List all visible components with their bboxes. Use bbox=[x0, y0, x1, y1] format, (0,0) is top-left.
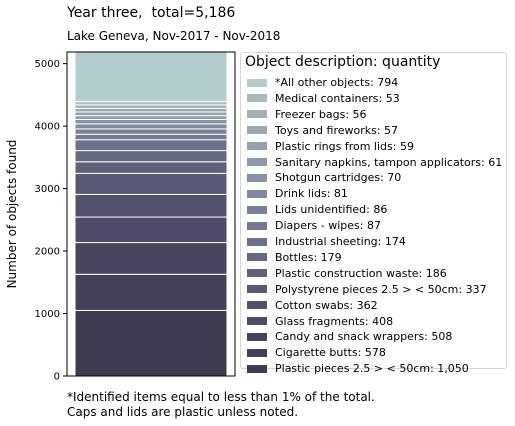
bar-segment bbox=[74, 118, 228, 125]
y-tick-label: 1000 bbox=[35, 309, 60, 320]
bar-segment bbox=[74, 128, 228, 135]
bar-segment bbox=[74, 242, 228, 275]
bar-segment bbox=[74, 104, 228, 109]
y-tick-label: 4000 bbox=[35, 122, 60, 133]
legend-item: Freezer bags: 56 bbox=[247, 108, 367, 121]
bar-segment bbox=[74, 139, 228, 152]
legend-swatch bbox=[247, 173, 267, 182]
legend-swatch bbox=[247, 317, 267, 325]
legend-swatch bbox=[247, 221, 267, 230]
bar-segment bbox=[74, 107, 228, 113]
legend-title: Object description: quantity bbox=[245, 54, 441, 70]
legend-label: Plastic rings from lids: 59 bbox=[275, 139, 414, 153]
legend-item: Shotgun cartridges: 70 bbox=[247, 171, 401, 184]
y-tick-label: 0 bbox=[54, 372, 60, 383]
legend-label: Toys and fireworks: 57 bbox=[275, 123, 399, 137]
legend-label: Lids unidentified: 86 bbox=[275, 203, 388, 217]
bar-segment bbox=[74, 172, 228, 195]
bar-segment bbox=[74, 216, 228, 244]
legend-label: Cigarette butts: 578 bbox=[275, 346, 386, 360]
legend-swatch bbox=[247, 348, 267, 357]
legend-label: Plastic pieces 2.5 > < 50cm: 1,050 bbox=[275, 362, 469, 376]
chart-title: Year three, total=5,186 bbox=[67, 5, 236, 21]
legend-item: Bottles: 179 bbox=[247, 251, 342, 264]
legend-label: Medical containers: 53 bbox=[275, 91, 400, 105]
bar-segment bbox=[74, 161, 228, 174]
legend-label: Plastic construction waste: 186 bbox=[275, 266, 447, 280]
legend-item: Sanitary napkins, tampon applicators: 61 bbox=[247, 156, 502, 169]
legend-item: Cigarette butts: 578 bbox=[247, 346, 386, 359]
y-tick-label: 5000 bbox=[35, 59, 60, 70]
legend-swatch bbox=[247, 94, 267, 103]
y-axis: 0 1000 2000 3000 4000 5000 bbox=[35, 59, 67, 383]
legend-item: Toys and fireworks: 57 bbox=[247, 124, 398, 137]
legend-swatch bbox=[247, 253, 267, 262]
legend-swatch bbox=[247, 78, 267, 87]
legend-swatch bbox=[247, 285, 267, 294]
legend-item: Plastic pieces 2.5 > < 50cm: 1,050 bbox=[247, 362, 469, 375]
bar-segment bbox=[74, 111, 228, 117]
y-axis-label: Number of objects found bbox=[5, 140, 19, 289]
bar-segment bbox=[74, 133, 228, 141]
legend-swatch bbox=[247, 237, 267, 246]
bar-segment bbox=[74, 150, 228, 163]
legend-label: Cotton swabs: 362 bbox=[275, 298, 378, 312]
legend-label: Drink lids: 81 bbox=[275, 187, 348, 201]
legend-label: Sanitary napkins, tampon applicators: 61 bbox=[275, 155, 503, 169]
bar-segment bbox=[74, 309, 228, 377]
legend: Object description: quantity *All other … bbox=[240, 52, 507, 375]
legend-swatch bbox=[247, 142, 267, 151]
legend-swatch bbox=[247, 364, 267, 373]
legend-label: Shotgun cartridges: 70 bbox=[275, 171, 402, 185]
bar-segment bbox=[74, 273, 228, 311]
legend-item: Polystyrene pieces 2.5 > < 50cm: 337 bbox=[247, 283, 487, 296]
legend-item: Glass fragments: 408 bbox=[247, 315, 393, 328]
legend-label: Glass fragments: 408 bbox=[275, 314, 394, 328]
footnote: *Identified items equal to less than 1% … bbox=[67, 390, 375, 420]
legend-item: Plastic construction waste: 186 bbox=[247, 267, 447, 280]
footnote-line: *Identified items equal to less than 1% … bbox=[67, 390, 375, 404]
legend-label: Bottles: 179 bbox=[275, 250, 342, 264]
bar-segment bbox=[74, 123, 228, 130]
legend-swatch bbox=[247, 189, 267, 198]
legend-swatch bbox=[247, 332, 267, 341]
legend-label: Freezer bags: 56 bbox=[275, 107, 367, 121]
legend-item: Cotton swabs: 362 bbox=[247, 299, 378, 312]
bar-segments bbox=[74, 51, 228, 377]
legend-label: Industrial sheeting: 174 bbox=[275, 235, 406, 248]
legend-label: Diapers - wipes: 87 bbox=[275, 219, 381, 233]
legend-label: Polystyrene pieces 2.5 > < 50cm: 337 bbox=[275, 282, 487, 296]
legend-item: *All other objects: 794 bbox=[247, 76, 398, 89]
y-tick-label: 2000 bbox=[35, 247, 60, 258]
y-tick-label: 3000 bbox=[35, 184, 60, 195]
footnote-line: Caps and lids are plastic unless noted. bbox=[67, 405, 299, 419]
bar-segment bbox=[74, 193, 228, 218]
bar-segment bbox=[74, 51, 228, 103]
legend-item: Industrial sheeting: 174 bbox=[247, 235, 406, 248]
bar-segment bbox=[74, 115, 228, 120]
legend-swatch bbox=[247, 205, 267, 214]
legend-item: Candy and snack wrappers: 508 bbox=[247, 330, 452, 343]
legend-swatch bbox=[247, 301, 267, 310]
chart-subtitle: Lake Geneva, Nov-2017 - Nov-2018 bbox=[67, 29, 281, 43]
plot-frame bbox=[66, 51, 236, 377]
legend-swatch bbox=[247, 269, 267, 278]
legend-item: Lids unidentified: 86 bbox=[247, 203, 387, 216]
legend-item: Drink lids: 81 bbox=[247, 187, 348, 200]
legend-swatch bbox=[247, 110, 267, 119]
legend-item: Plastic rings from lids: 59 bbox=[247, 140, 414, 153]
legend-label: *All other objects: 794 bbox=[275, 76, 399, 89]
legend-swatch bbox=[247, 126, 267, 135]
legend-swatch bbox=[247, 158, 267, 166]
legend-item: Medical containers: 53 bbox=[247, 92, 400, 105]
legend-item: Diapers - wipes: 87 bbox=[247, 219, 381, 232]
legend-label: Candy and snack wrappers: 508 bbox=[275, 330, 453, 344]
